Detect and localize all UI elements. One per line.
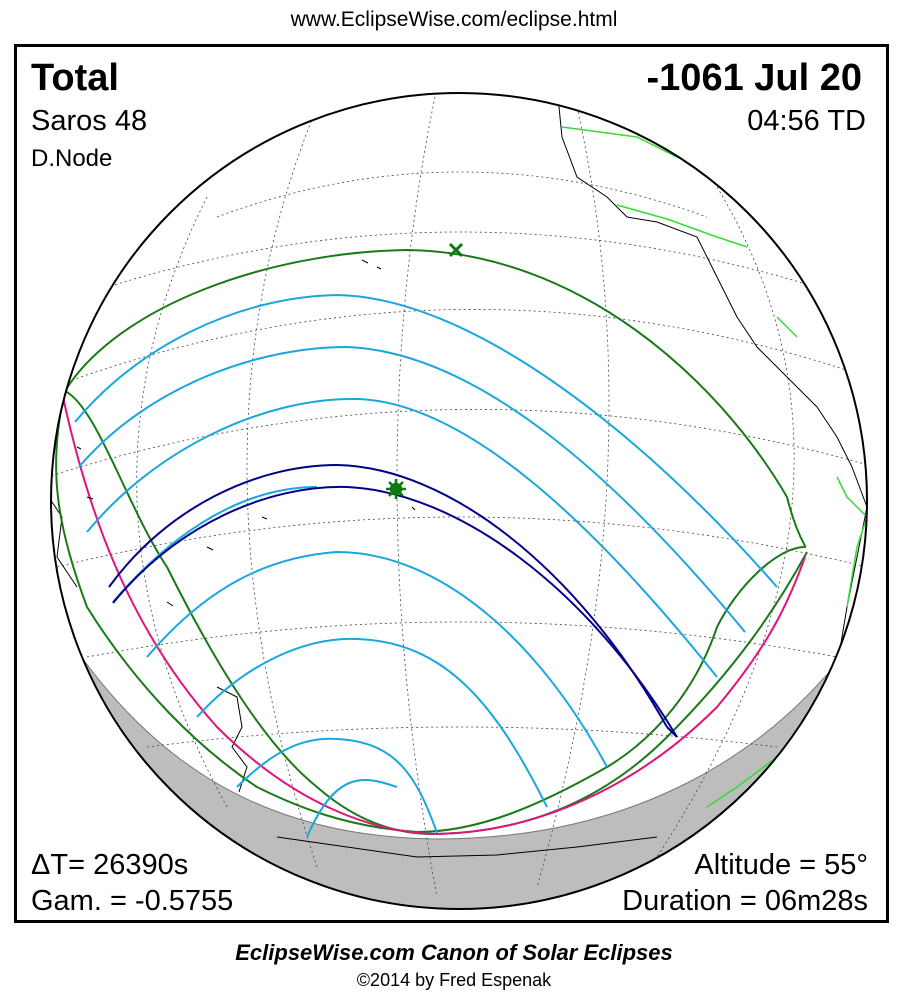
partial-contours — [74, 293, 778, 838]
eclipse-globe-map — [50, 92, 868, 910]
new-zealand — [216, 686, 248, 793]
totality-duration: Duration = 06m28s — [622, 885, 868, 917]
delta-t: ΔT= 26390s — [31, 849, 189, 881]
north-america-coast — [556, 93, 853, 468]
gamma-value: Gam. = -0.5755 — [31, 885, 234, 917]
eclipse-type: Total — [31, 57, 119, 99]
x-icon — [448, 242, 464, 258]
totality-end-cap — [666, 726, 678, 738]
rise-set-limit — [62, 396, 806, 836]
penumbra-outer-limit — [55, 248, 807, 834]
globe-outline — [50, 92, 868, 910]
eclipse-map-frame: Total -1061 Jul 20 Saros 48 04:56 TD D.N… — [14, 44, 889, 923]
saros-number: Saros 48 — [31, 105, 148, 137]
copyright: ©2014 by Fred Espenak — [356, 970, 552, 990]
eclipse-date: -1061 Jul 20 — [646, 57, 862, 99]
node-label: D.Node — [31, 145, 113, 172]
sun-altitude: Altitude = 55° — [694, 849, 868, 881]
islands — [76, 259, 416, 607]
eclipse-time: 04:56 TD — [747, 105, 866, 137]
star-icon — [386, 479, 406, 499]
totality-south-limit — [112, 485, 678, 738]
antarctica-coast — [276, 836, 658, 858]
totality-north-limit — [108, 463, 668, 728]
totality-path — [108, 463, 678, 738]
canon-title: EclipseWise.com Canon of Solar Eclipses — [235, 940, 673, 965]
globe-disc — [51, 93, 867, 909]
source-url: www.EclipseWise.com/eclipse.html — [290, 8, 618, 31]
